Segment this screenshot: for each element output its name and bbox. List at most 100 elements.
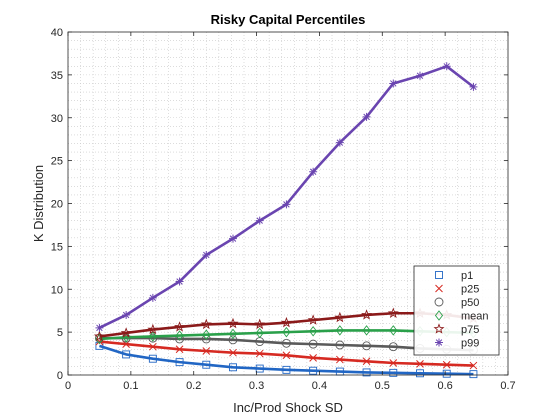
data-point-p50 (308, 339, 318, 349)
data-point-p1 (309, 366, 318, 375)
data-point-p25 (202, 347, 211, 355)
data-point-p75 (387, 307, 399, 318)
x-tick-label: 0.4 (312, 380, 327, 392)
legend-label-mean: mean (461, 311, 489, 323)
x-tick-label: 0.5 (375, 380, 390, 392)
data-point-p99 (416, 71, 424, 80)
data-point-p50 (148, 333, 158, 343)
data-point-p75 (280, 316, 292, 328)
data-point-p25 (309, 353, 317, 362)
y-tick-label: 15 (51, 241, 63, 253)
legend-label-p99: p99 (461, 338, 479, 350)
data-point-p75 (93, 330, 105, 342)
data-point-p25 (389, 359, 398, 367)
series-line-mean (99, 329, 474, 341)
data-point-p25 (336, 355, 344, 364)
data-point-p75 (254, 318, 266, 330)
y-tick-label: 40 (51, 27, 63, 39)
x-axis-label: Inc/Prod Shock SD (233, 400, 343, 415)
data-point-mean (389, 325, 398, 336)
y-tick-label: 35 (51, 70, 63, 82)
data-point-p50 (228, 335, 238, 345)
data-point-p25 (229, 348, 237, 357)
data-point-p1 (122, 350, 131, 359)
data-point-p1 (175, 358, 184, 367)
x-tick-label: 0.1 (123, 380, 138, 392)
legend-label-p50: p50 (461, 297, 479, 309)
data-point-p99 (229, 234, 237, 243)
y-axis-label: K Distribution (31, 165, 46, 242)
legend-marker-p1 (435, 271, 443, 279)
data-point-p1 (229, 363, 237, 372)
data-point-p25 (255, 349, 264, 358)
data-point-p99 (282, 200, 291, 209)
data-point-p1 (282, 365, 291, 374)
data-point-p99 (122, 310, 131, 319)
data-point-p1 (202, 360, 211, 369)
data-point-p1 (469, 370, 478, 379)
data-point-p25 (175, 345, 184, 354)
legend-box (413, 265, 500, 356)
data-point-p99 (362, 112, 371, 121)
legend-label-p25: p25 (461, 284, 479, 296)
x-tick-label: 0 (65, 380, 71, 392)
y-tick-label: 10 (51, 284, 63, 296)
chart-title: Risky Capital Percentiles (211, 12, 366, 27)
data-point-p1 (389, 368, 398, 377)
data-point-p99 (148, 293, 157, 302)
data-point-mean (335, 325, 344, 336)
y-tick-label: 5 (57, 327, 63, 339)
axis-ticks: 0 0.1 0.2 0.3 0.4 0.5 0.6 0.7 0 5 10 15 20 25 30 35 40 (51, 27, 516, 392)
legend-label-p1: p1 (461, 270, 473, 282)
data-point-p1 (416, 369, 424, 378)
series-p99 (95, 62, 478, 332)
x-tick-label: 0.3 (249, 380, 264, 392)
data-point-mean (175, 330, 184, 341)
data-point-p50 (362, 341, 372, 351)
legend-label-p75: p75 (461, 324, 479, 336)
data-point-p25 (469, 361, 478, 370)
data-point-p1 (148, 354, 157, 363)
series-p1 (95, 341, 478, 379)
data-point-p50 (388, 342, 398, 352)
data-point-p1 (255, 364, 264, 373)
data-point-p75 (361, 309, 373, 320)
data-point-mean (282, 326, 291, 338)
data-point-p99 (469, 82, 478, 91)
data-point-p75 (120, 327, 132, 338)
legend-marker-p50 (434, 297, 444, 307)
data-point-p75 (200, 318, 212, 330)
data-point-p99 (389, 79, 398, 88)
data-point-p75 (147, 323, 159, 335)
data-point-mean (148, 331, 157, 342)
data-point-p99 (95, 323, 104, 332)
y-tick-label: 0 (57, 370, 63, 382)
legend-marker-p25 (435, 284, 443, 293)
data-point-p50 (281, 338, 291, 348)
data-point-p1 (362, 368, 371, 377)
data-point-p99 (202, 250, 211, 259)
y-tick-label: 20 (51, 199, 63, 211)
legend-marker-p75 (433, 323, 445, 334)
data-point-p25 (362, 357, 371, 366)
y-tick-label: 25 (51, 156, 63, 168)
data-point-p25 (149, 342, 157, 351)
data-point-p75 (334, 311, 346, 323)
data-point-mean (362, 325, 371, 336)
series-line-p50 (99, 336, 474, 352)
data-point-mean (309, 326, 318, 337)
data-point-p1 (442, 369, 451, 378)
data-point-mean (228, 328, 238, 340)
x-tick-label: 0.6 (437, 380, 452, 392)
data-point-p25 (282, 351, 291, 360)
data-point-p99 (309, 167, 318, 176)
y-tick-label: 30 (51, 113, 63, 125)
data-point-p75 (307, 314, 319, 325)
data-point-p99 (255, 216, 264, 225)
data-point-p25 (416, 359, 424, 368)
data-point-p25 (442, 360, 451, 369)
x-tick-label: 0.2 (186, 380, 201, 392)
data-point-p75 (174, 321, 186, 332)
